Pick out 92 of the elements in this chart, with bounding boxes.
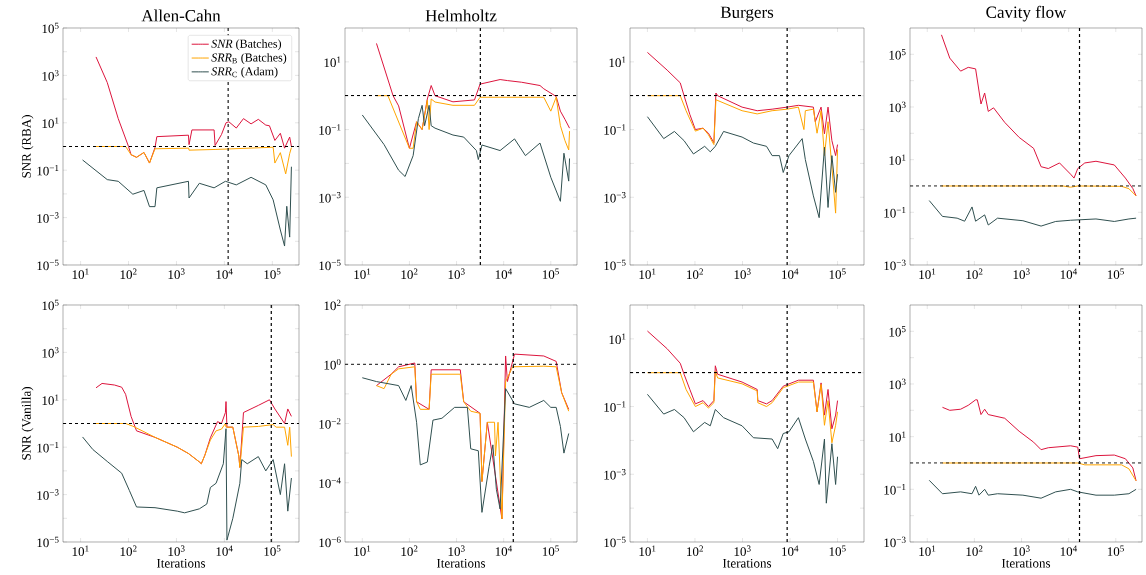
x-tick-label: 10$^{2}$ bbox=[120, 545, 137, 557]
x-axis-title: Iterations bbox=[156, 558, 206, 568]
y-axis-title: SNR (RBA) bbox=[21, 115, 34, 178]
y-tick-label: 10$^{3}$ bbox=[42, 347, 59, 358]
x-tick-label: 10$^{2}$ bbox=[120, 268, 137, 280]
y-tick-label: 10$^{−6}$ bbox=[319, 536, 341, 548]
y-tick-label: 10$^{3}$ bbox=[889, 101, 906, 113]
chart-title: Allen-Cahn bbox=[141, 9, 221, 22]
y-tick-label: 10$^{−5}$ bbox=[604, 536, 626, 548]
x-tick-label: 10$^{4}$ bbox=[782, 545, 799, 556]
y-tick-label: 10$^{−5}$ bbox=[37, 259, 59, 271]
y-tick-label: 10$^{−4}$ bbox=[319, 477, 341, 488]
chart-title: Burgers bbox=[720, 6, 774, 22]
y-tick-label: 10$^{−3}$ bbox=[604, 192, 626, 203]
y-tick-label: 10$^{−1}$ bbox=[319, 124, 341, 135]
y-tick-label: 10$^{−1}$ bbox=[37, 441, 59, 453]
x-tick-label: 10$^{3}$ bbox=[1013, 268, 1030, 280]
x-tick-label: 10$^{3}$ bbox=[448, 545, 465, 557]
x-tick-label: 10$^{5}$ bbox=[542, 545, 559, 556]
x-tick-label: 10$^{5}$ bbox=[829, 545, 846, 556]
y-tick-label: 10$^{−5}$ bbox=[319, 259, 341, 271]
x-tick-label: 10$^{1}$ bbox=[72, 545, 89, 557]
x-tick-label: 10$^{5}$ bbox=[264, 268, 281, 279]
y-tick-label: 10$^{1}$ bbox=[609, 333, 626, 345]
x-tick-label: 10$^{1}$ bbox=[639, 545, 656, 557]
y-tick-label: 10$^{−1}$ bbox=[604, 401, 626, 412]
y-tick-label: 10$^{−3}$ bbox=[37, 212, 59, 223]
x-tick-label: 10$^{2}$ bbox=[687, 545, 703, 557]
y-tick-label: 10$^{−3}$ bbox=[884, 536, 906, 548]
y-tick-label: 10$^{−5}$ bbox=[37, 536, 59, 548]
chart-title: Cavity flow bbox=[986, 5, 1067, 22]
x-tick-label: 10$^{2}$ bbox=[687, 268, 703, 280]
x-tick-label: 10$^{5}$ bbox=[264, 545, 281, 556]
y-axis-title: SNR (Vanilla) bbox=[21, 387, 34, 460]
legend-label: SRR$_{C}$ (Adam) bbox=[211, 66, 278, 78]
x-tick-label: 10$^{3}$ bbox=[168, 545, 185, 557]
x-tick-label: 10$^{1}$ bbox=[354, 545, 371, 557]
y-tick-label: 10$^{−1}$ bbox=[884, 207, 906, 218]
x-tick-label: 10$^{1}$ bbox=[639, 268, 656, 280]
y-tick-label: 10$^{1}$ bbox=[889, 431, 906, 442]
x-tick-label: 10$^{3}$ bbox=[734, 268, 751, 280]
y-tick-label: 10$^{−1}$ bbox=[884, 484, 906, 495]
x-tick-label: 10$^{4}$ bbox=[216, 268, 233, 279]
x-tick-label: 10$^{5}$ bbox=[829, 268, 846, 279]
x-axis-title: Iterations bbox=[436, 558, 486, 568]
y-tick-label: 10$^{−3}$ bbox=[884, 259, 906, 271]
x-axis-title: Iterations bbox=[1001, 558, 1051, 568]
y-tick-label: 10$^{−2}$ bbox=[319, 418, 341, 429]
x-tick-label: 10$^{4}$ bbox=[216, 545, 233, 556]
x-tick-label: 10$^{1}$ bbox=[354, 268, 371, 280]
x-tick-label: 10$^{4}$ bbox=[782, 268, 799, 279]
y-tick-label: 10$^{1}$ bbox=[889, 154, 906, 165]
x-tick-label: 10$^{2}$ bbox=[966, 545, 983, 557]
y-tick-label: 10$^{5}$ bbox=[889, 49, 906, 60]
x-tick-label: 10$^{4}$ bbox=[1060, 545, 1078, 556]
x-tick-label: 10$^{3}$ bbox=[448, 268, 465, 280]
y-tick-label: 10$^{1}$ bbox=[42, 394, 59, 406]
x-tick-label: 10$^{1}$ bbox=[919, 545, 936, 557]
legend-label: SRR$_{B}$ (Batches) bbox=[211, 53, 287, 65]
x-tick-label: 10$^{1}$ bbox=[919, 268, 936, 280]
x-tick-label: 10$^{5}$ bbox=[542, 268, 559, 279]
y-tick-label: 10$^{−3}$ bbox=[319, 192, 341, 203]
x-tick-label: 10$^{5}$ bbox=[1107, 268, 1124, 279]
x-tick-label: 10$^{3}$ bbox=[1013, 545, 1030, 557]
y-tick-label: 10$^{2}$ bbox=[324, 299, 341, 311]
y-tick-label: 10$^{−1}$ bbox=[604, 124, 626, 135]
x-tick-label: 10$^{3}$ bbox=[734, 545, 751, 557]
x-tick-label: 10$^{4}$ bbox=[1060, 268, 1078, 279]
x-axis-title: Iterations bbox=[722, 558, 772, 568]
x-tick-label: 10$^{2}$ bbox=[401, 268, 418, 280]
y-tick-label: 10$^{1}$ bbox=[609, 56, 626, 68]
y-tick-label: 10$^{3}$ bbox=[889, 378, 906, 390]
y-tick-label: 10$^{1}$ bbox=[324, 56, 341, 68]
y-tick-label: 10$^{3}$ bbox=[42, 70, 59, 81]
legend-label: SNR (Batches) bbox=[211, 39, 282, 51]
x-tick-label: 10$^{4}$ bbox=[495, 545, 513, 556]
x-tick-label: 10$^{2}$ bbox=[401, 545, 418, 557]
chart-title: Helmholtz bbox=[425, 9, 497, 22]
x-tick-label: 10$^{1}$ bbox=[72, 268, 89, 280]
y-tick-label: 10$^{0}$ bbox=[324, 358, 341, 370]
y-tick-label: 10$^{5}$ bbox=[42, 22, 59, 34]
y-tick-label: 10$^{1}$ bbox=[42, 117, 59, 129]
y-tick-label: 10$^{−5}$ bbox=[604, 259, 626, 271]
x-tick-label: 10$^{3}$ bbox=[168, 268, 185, 280]
x-tick-label: 10$^{2}$ bbox=[966, 268, 983, 280]
x-tick-label: 10$^{4}$ bbox=[495, 268, 513, 279]
y-tick-label: 10$^{−3}$ bbox=[604, 469, 626, 480]
x-tick-label: 10$^{5}$ bbox=[1107, 545, 1124, 556]
y-tick-label: 10$^{5}$ bbox=[42, 299, 59, 311]
y-tick-label: 10$^{−1}$ bbox=[37, 164, 59, 176]
y-tick-label: 10$^{5}$ bbox=[889, 326, 906, 337]
y-tick-label: 10$^{−3}$ bbox=[37, 489, 59, 500]
